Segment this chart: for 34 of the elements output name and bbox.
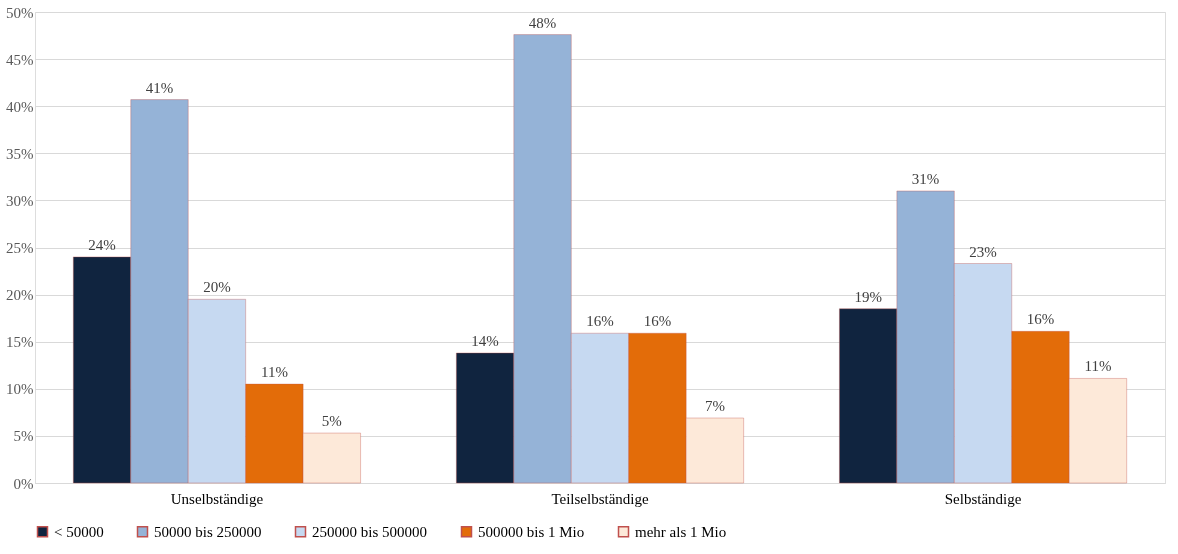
legend-label: mehr als 1 Mio: [635, 523, 727, 540]
data-label: 16%: [643, 313, 672, 330]
x-tick-label: Selbständige: [944, 490, 1022, 507]
data-label: 48%: [528, 14, 557, 31]
data-label: 11%: [260, 364, 288, 381]
data-label: 16%: [1026, 311, 1055, 328]
legend-label: 50000 bis 250000: [154, 523, 262, 540]
y-tick-label: 20%: [6, 287, 34, 304]
y-tick-label: 50%: [6, 4, 34, 21]
y-tick-label: 10%: [6, 381, 34, 398]
data-label: 23%: [969, 243, 997, 260]
x-tick-label: Unselbständige: [170, 490, 264, 507]
data-label: 7%: [704, 398, 725, 414]
data-label: 24%: [88, 236, 116, 253]
y-tick-label: 40%: [6, 98, 34, 115]
x-tick-label: Teilselbständige: [551, 490, 649, 507]
data-label: 14%: [471, 333, 499, 349]
data-label: 5%: [321, 413, 342, 430]
data-label: 11%: [1084, 358, 1112, 375]
y-tick-label: 15%: [6, 334, 34, 351]
y-tick-label: 30%: [6, 192, 34, 209]
y-tick-label: 35%: [6, 145, 34, 162]
legend-label: 500000 bis 1 Mio: [478, 523, 585, 540]
data-label: 20%: [203, 279, 231, 296]
y-tick-label: 5%: [13, 428, 34, 445]
data-label: 41%: [145, 79, 174, 96]
legend-label: 250000 bis 500000: [312, 523, 428, 540]
y-tick-label: 0%: [13, 475, 34, 492]
data-label: 31%: [911, 170, 940, 187]
data-label: 19%: [854, 288, 882, 305]
data-label: 16%: [586, 313, 614, 330]
y-tick-label: 25%: [6, 240, 34, 256]
y-tick-label: 45%: [6, 51, 34, 68]
legend-label: < 50000: [54, 523, 104, 540]
